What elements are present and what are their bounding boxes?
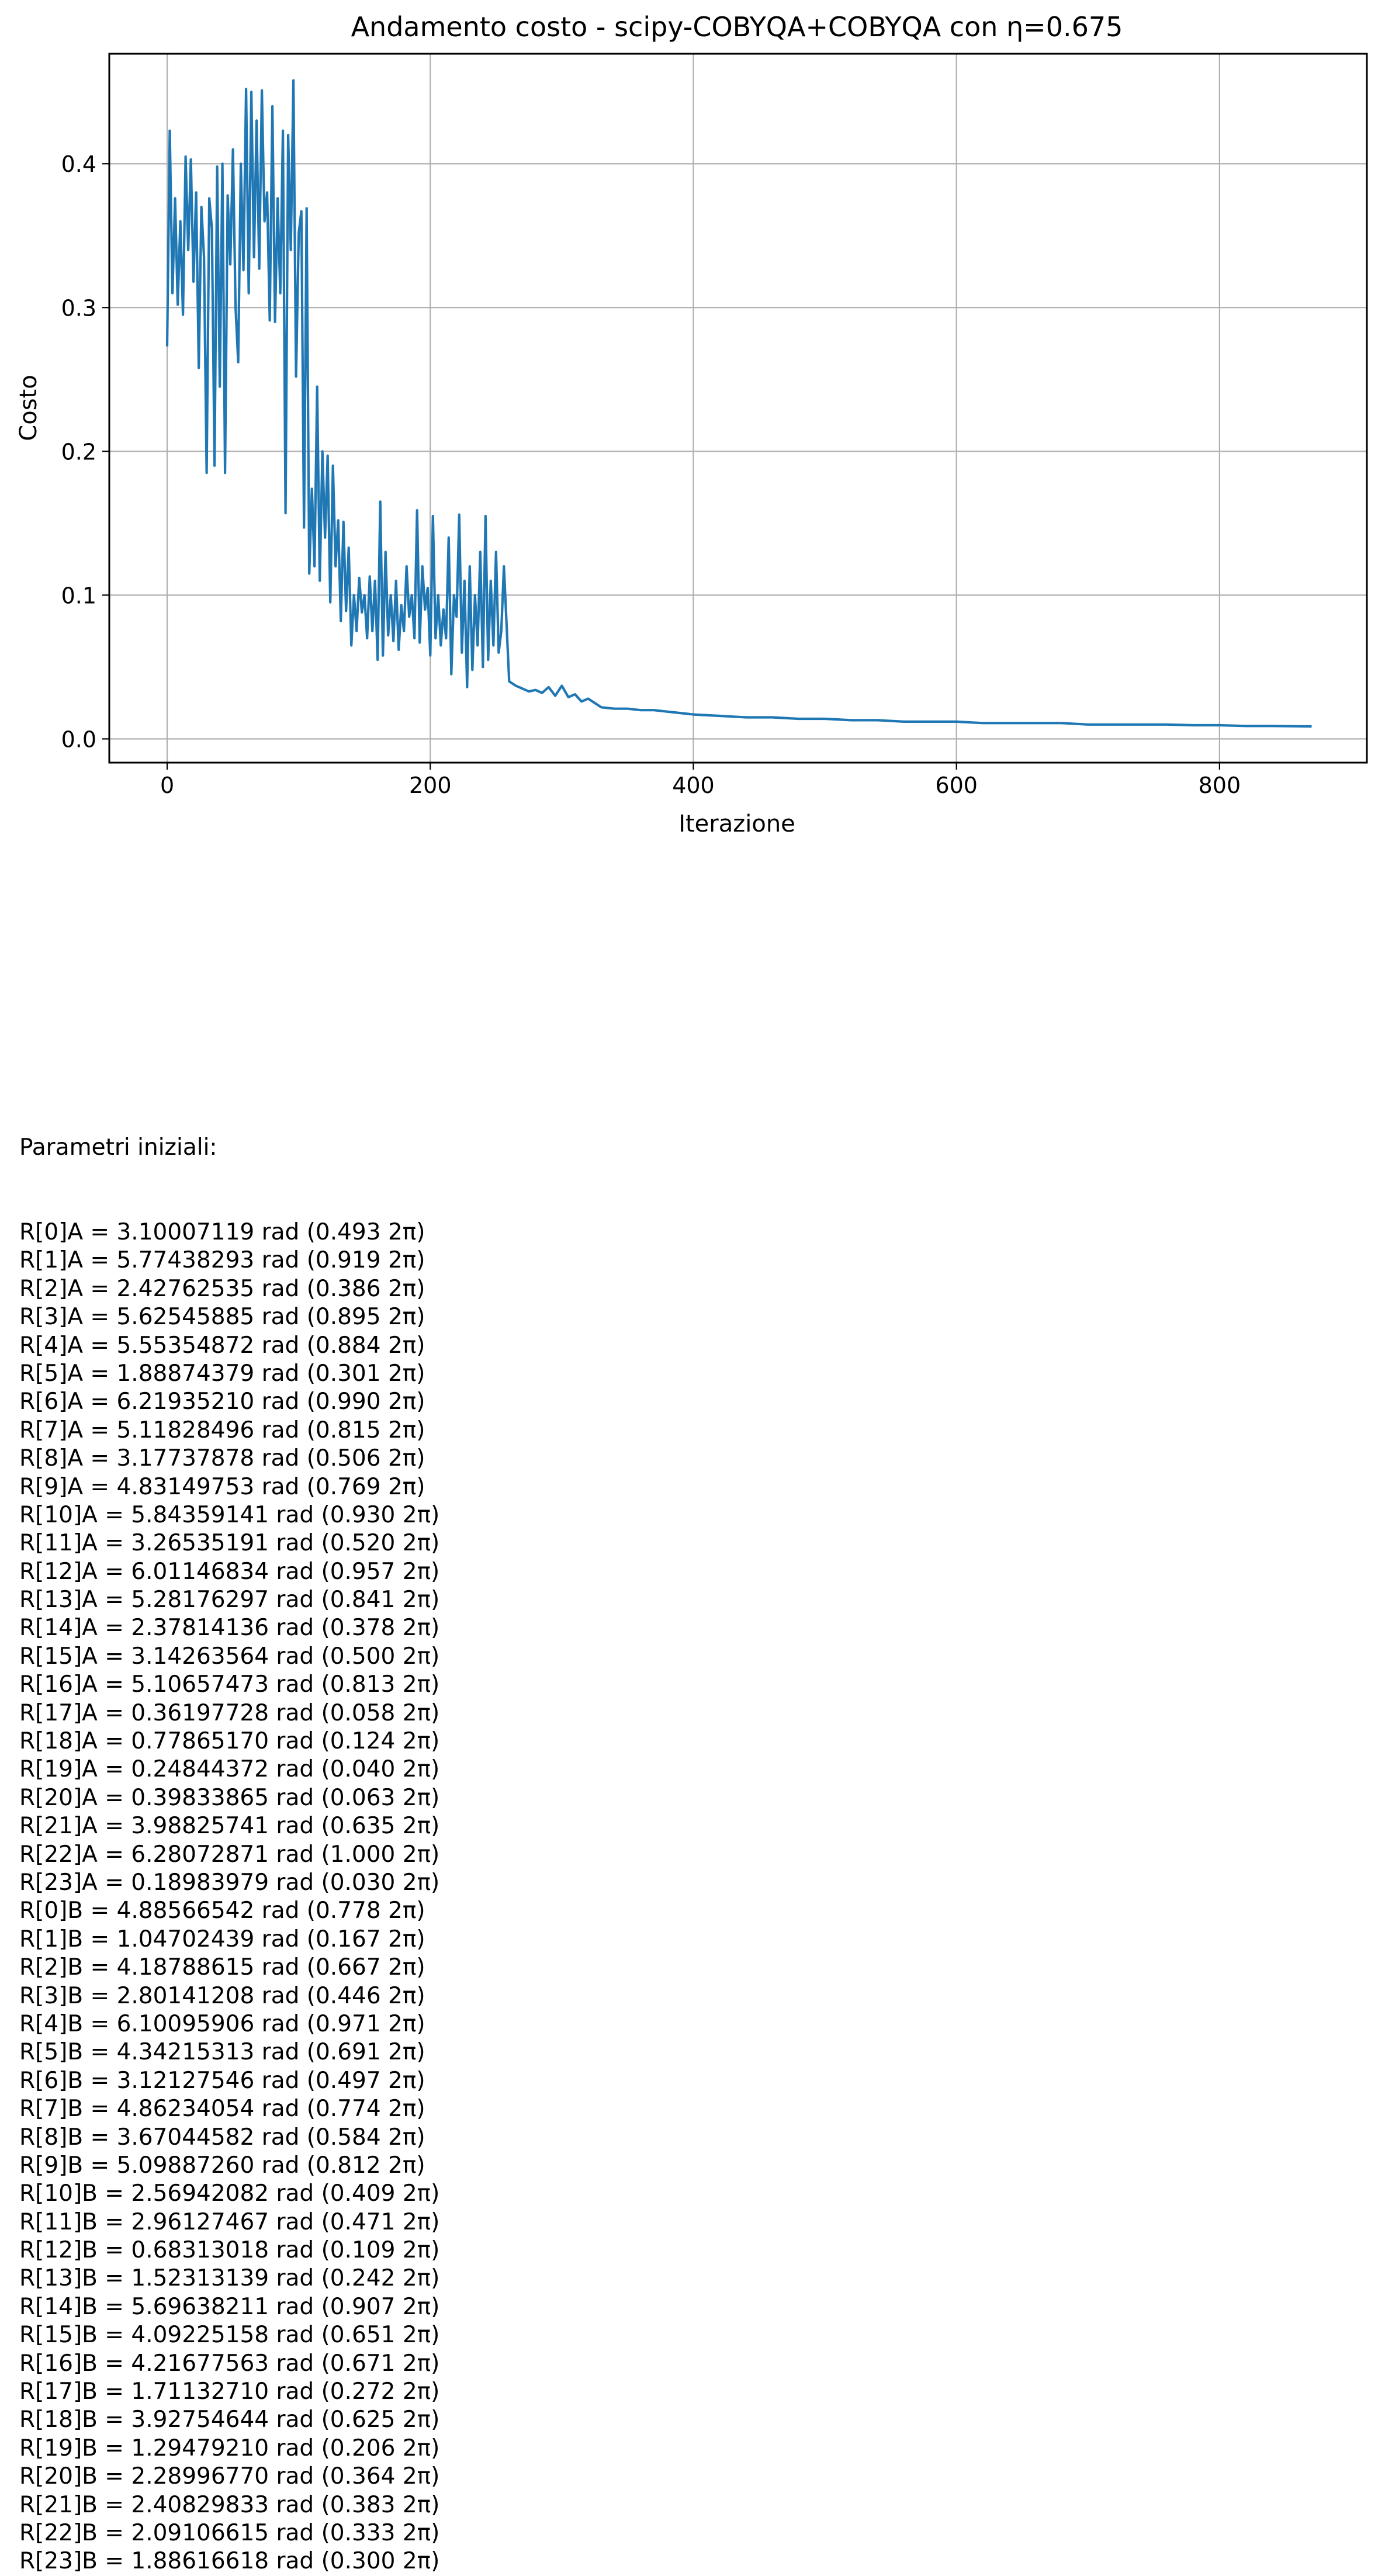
parameter-line: R[5]B = 4.34215313 rad (0.691 2π) (19, 2039, 425, 2066)
parameter-line: R[0]B = 4.88566542 rad (0.778 2π) (19, 1898, 425, 1924)
parameter-line: R[21]A = 3.98825741 rad (0.635 2π) (19, 1813, 440, 1840)
parameter-line: R[12]A = 6.01146834 rad (0.957 2π) (19, 1558, 440, 1585)
parameter-line: R[11]A = 3.26535191 rad (0.520 2π) (19, 1530, 440, 1557)
parameter-line: R[1]A = 5.77438293 rad (0.919 2π) (19, 1247, 425, 1274)
x-tick-label: 800 (1199, 773, 1241, 798)
y-tick-label: 0.4 (61, 151, 96, 177)
parameter-line: R[13]A = 5.28176297 rad (0.841 2π) (19, 1587, 440, 1614)
x-tick-label: 200 (409, 773, 452, 798)
parameter-line: R[22]A = 6.28072871 rad (1.000 2π) (19, 1841, 440, 1868)
y-tick-label: 0.1 (61, 583, 96, 608)
x-axis: 0 200 400 600 800 (160, 763, 1241, 798)
parameter-line: R[2]B = 4.18788615 rad (0.667 2π) (19, 1954, 425, 1981)
cost-series-line (165, 79, 1312, 728)
cost-chart: Andamento costo - scipy-COBYQA+COBYQA co… (15, 11, 1368, 837)
y-axis: 0.0 0.1 0.2 0.3 0.4 (61, 151, 109, 752)
x-tick-label: 400 (672, 773, 715, 798)
parameter-line: R[23]A = 0.18983979 rad (0.030 2π) (19, 1869, 440, 1896)
parameter-line: R[8]A = 3.17737878 rad (0.506 2π) (19, 1445, 425, 1472)
parameter-line: R[9]B = 5.09887260 rad (0.812 2π) (19, 2152, 425, 2179)
parameter-line: R[19]B = 1.29479210 rad (0.206 2π) (19, 2435, 440, 2461)
parameter-line: R[20]A = 0.39833865 rad (0.063 2π) (19, 1784, 440, 1811)
parameter-line: R[13]B = 1.52313139 rad (0.242 2π) (19, 2265, 440, 2292)
parameter-line: R[1]B = 1.04702439 rad (0.167 2π) (19, 1926, 425, 1952)
parameter-line: R[10]B = 2.56942082 rad (0.409 2π) (19, 2180, 440, 2207)
parameter-line: R[22]B = 2.09106615 rad (0.333 2π) (19, 2519, 440, 2546)
parameter-line: R[16]B = 4.21677563 rad (0.671 2π) (19, 2350, 440, 2377)
parameter-line: R[7]B = 4.86234054 rad (0.774 2π) (19, 2096, 425, 2123)
parameter-line: R[14]B = 5.69638211 rad (0.907 2π) (19, 2293, 440, 2320)
parameter-line: R[12]B = 0.68313018 rad (0.109 2π) (19, 2237, 440, 2264)
parameter-line: R[23]B = 1.88616618 rad (0.300 2π) (19, 2548, 440, 2575)
parameter-line: R[4]A = 5.55354872 rad (0.884 2π) (19, 1332, 425, 1359)
series-group (165, 79, 1312, 728)
parameter-line: R[19]A = 0.24844372 rad (0.040 2π) (19, 1756, 440, 1783)
x-tick-label: 600 (935, 773, 978, 798)
parameter-line: R[4]B = 6.10095906 rad (0.971 2π) (19, 2010, 425, 2037)
parameter-line: R[3]A = 5.62545885 rad (0.895 2π) (19, 1304, 425, 1331)
parameter-line: R[0]A = 3.10007119 rad (0.493 2π) (19, 1219, 425, 1246)
parameter-line: R[8]B = 3.67044582 rad (0.584 2π) (19, 2124, 425, 2151)
x-tick-label: 0 (160, 773, 174, 798)
parameter-line: R[21]B = 2.40829833 rad (0.383 2π) (19, 2491, 440, 2518)
parameters-panel: Parametri iniziali: R[0]A = 3.10007119 r… (19, 1077, 439, 2575)
parameter-line: R[17]A = 0.36197728 rad (0.058 2π) (19, 1699, 440, 1726)
parameter-line: R[18]B = 3.92754644 rad (0.625 2π) (19, 2407, 440, 2433)
y-axis-label: Costo (15, 375, 42, 441)
parameter-line: R[18]A = 0.77865170 rad (0.124 2π) (19, 1728, 440, 1755)
y-tick-label: 0.2 (61, 439, 96, 465)
parameter-line: R[15]A = 3.14263564 rad (0.500 2π) (19, 1643, 440, 1670)
parameter-line: R[11]B = 2.96127467 rad (0.471 2π) (19, 2208, 440, 2235)
parameter-line: R[16]A = 5.10657473 rad (0.813 2π) (19, 1671, 440, 1698)
parameter-line: R[20]B = 2.28996770 rad (0.364 2π) (19, 2463, 440, 2490)
parameter-line: R[17]B = 1.71132710 rad (0.272 2π) (19, 2378, 440, 2405)
parameter-line: R[9]A = 4.83149753 rad (0.769 2π) (19, 1473, 425, 1500)
parameters-heading: Parametri iniziali: (19, 1134, 217, 1161)
parameter-line: R[14]A = 2.37814136 rad (0.378 2π) (19, 1615, 440, 1642)
parameter-line: R[10]A = 5.84359141 rad (0.930 2π) (19, 1501, 440, 1528)
y-tick-label: 0.0 (61, 726, 96, 752)
parameter-line: R[7]A = 5.11828496 rad (0.815 2π) (19, 1417, 425, 1443)
parameter-line: R[5]A = 1.88874379 rad (0.301 2π) (19, 1360, 425, 1387)
parameter-line: R[3]B = 2.80141208 rad (0.446 2π) (19, 1982, 425, 2009)
parameters-list: R[0]A = 3.10007119 rad (0.493 2π) R[1]A =… (19, 1218, 439, 2574)
y-tick-label: 0.3 (61, 295, 96, 321)
parameter-line: R[15]B = 4.09225158 rad (0.651 2π) (19, 2322, 440, 2349)
chart-title: Andamento costo - scipy-COBYQA+COBYQA co… (351, 11, 1123, 43)
parameter-line: R[2]A = 2.42762535 rad (0.386 2π) (19, 1275, 425, 1302)
parameter-line: R[6]B = 3.12127546 rad (0.497 2π) (19, 2067, 425, 2094)
plot-frame (108, 53, 1368, 764)
grid (109, 54, 1367, 763)
x-axis-label: Iterazione (678, 811, 795, 837)
parameter-line: R[6]A = 6.21935210 rad (0.990 2π) (19, 1389, 425, 1415)
